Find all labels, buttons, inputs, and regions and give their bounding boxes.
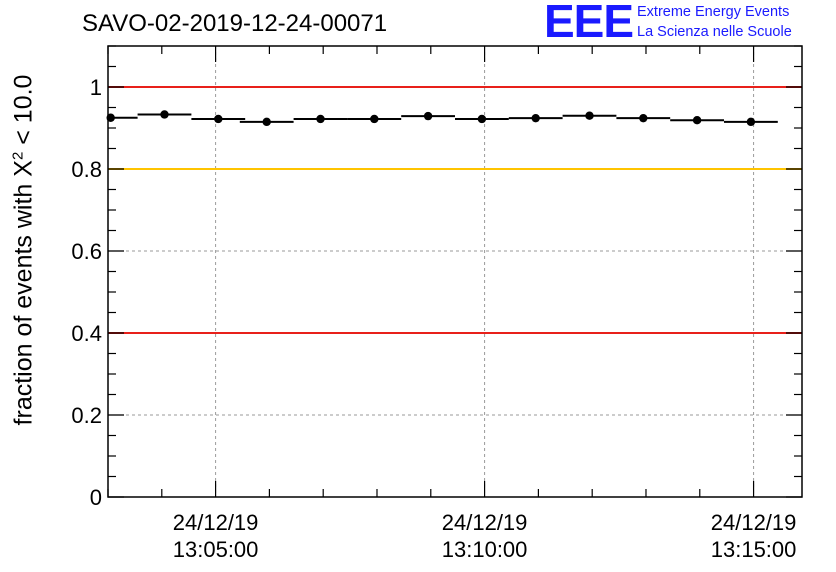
data-point [370, 114, 379, 124]
y-tick-label: 0.6 [71, 239, 102, 264]
data-point [214, 114, 223, 124]
y-tick-label: 0 [90, 485, 102, 510]
plot-frame [107, 45, 803, 498]
x-tick-label-time: 13:10:00 [442, 537, 528, 562]
data-point [477, 114, 487, 124]
y-tick-label: 0.4 [71, 321, 102, 346]
data-point [746, 117, 756, 127]
y-tick-label: 0.8 [71, 157, 102, 182]
y-tick-label: 1 [90, 75, 102, 100]
eee-logo: EEE Extreme Energy Events La Scienza nel… [540, 0, 836, 46]
data-point [585, 111, 594, 120]
x-tick-label-date: 24/12/19 [711, 510, 797, 535]
data-point [639, 113, 648, 123]
data-point [106, 113, 115, 122]
y-tick-label: 0.2 [71, 403, 102, 428]
x-tick-label-time: 13:15:00 [711, 537, 797, 562]
data-point [160, 110, 169, 119]
logo-line-2: La Scienza nelle Scuole [637, 24, 792, 40]
eee-logo-mark: EEE [544, 0, 634, 47]
data-point [692, 116, 702, 125]
data-point [423, 111, 433, 121]
data-point [531, 113, 540, 123]
data-point [262, 117, 271, 127]
x-tick-label-date: 24/12/19 [173, 510, 259, 535]
x-tick-label-time: 13:05:00 [173, 537, 259, 562]
chart-title: SAVO-02-2019-12-24-00071 [82, 10, 388, 37]
data-point [316, 114, 325, 124]
logo-line-1: Extreme Energy Events [637, 4, 790, 20]
x-tick-label-date: 24/12/19 [442, 510, 528, 535]
